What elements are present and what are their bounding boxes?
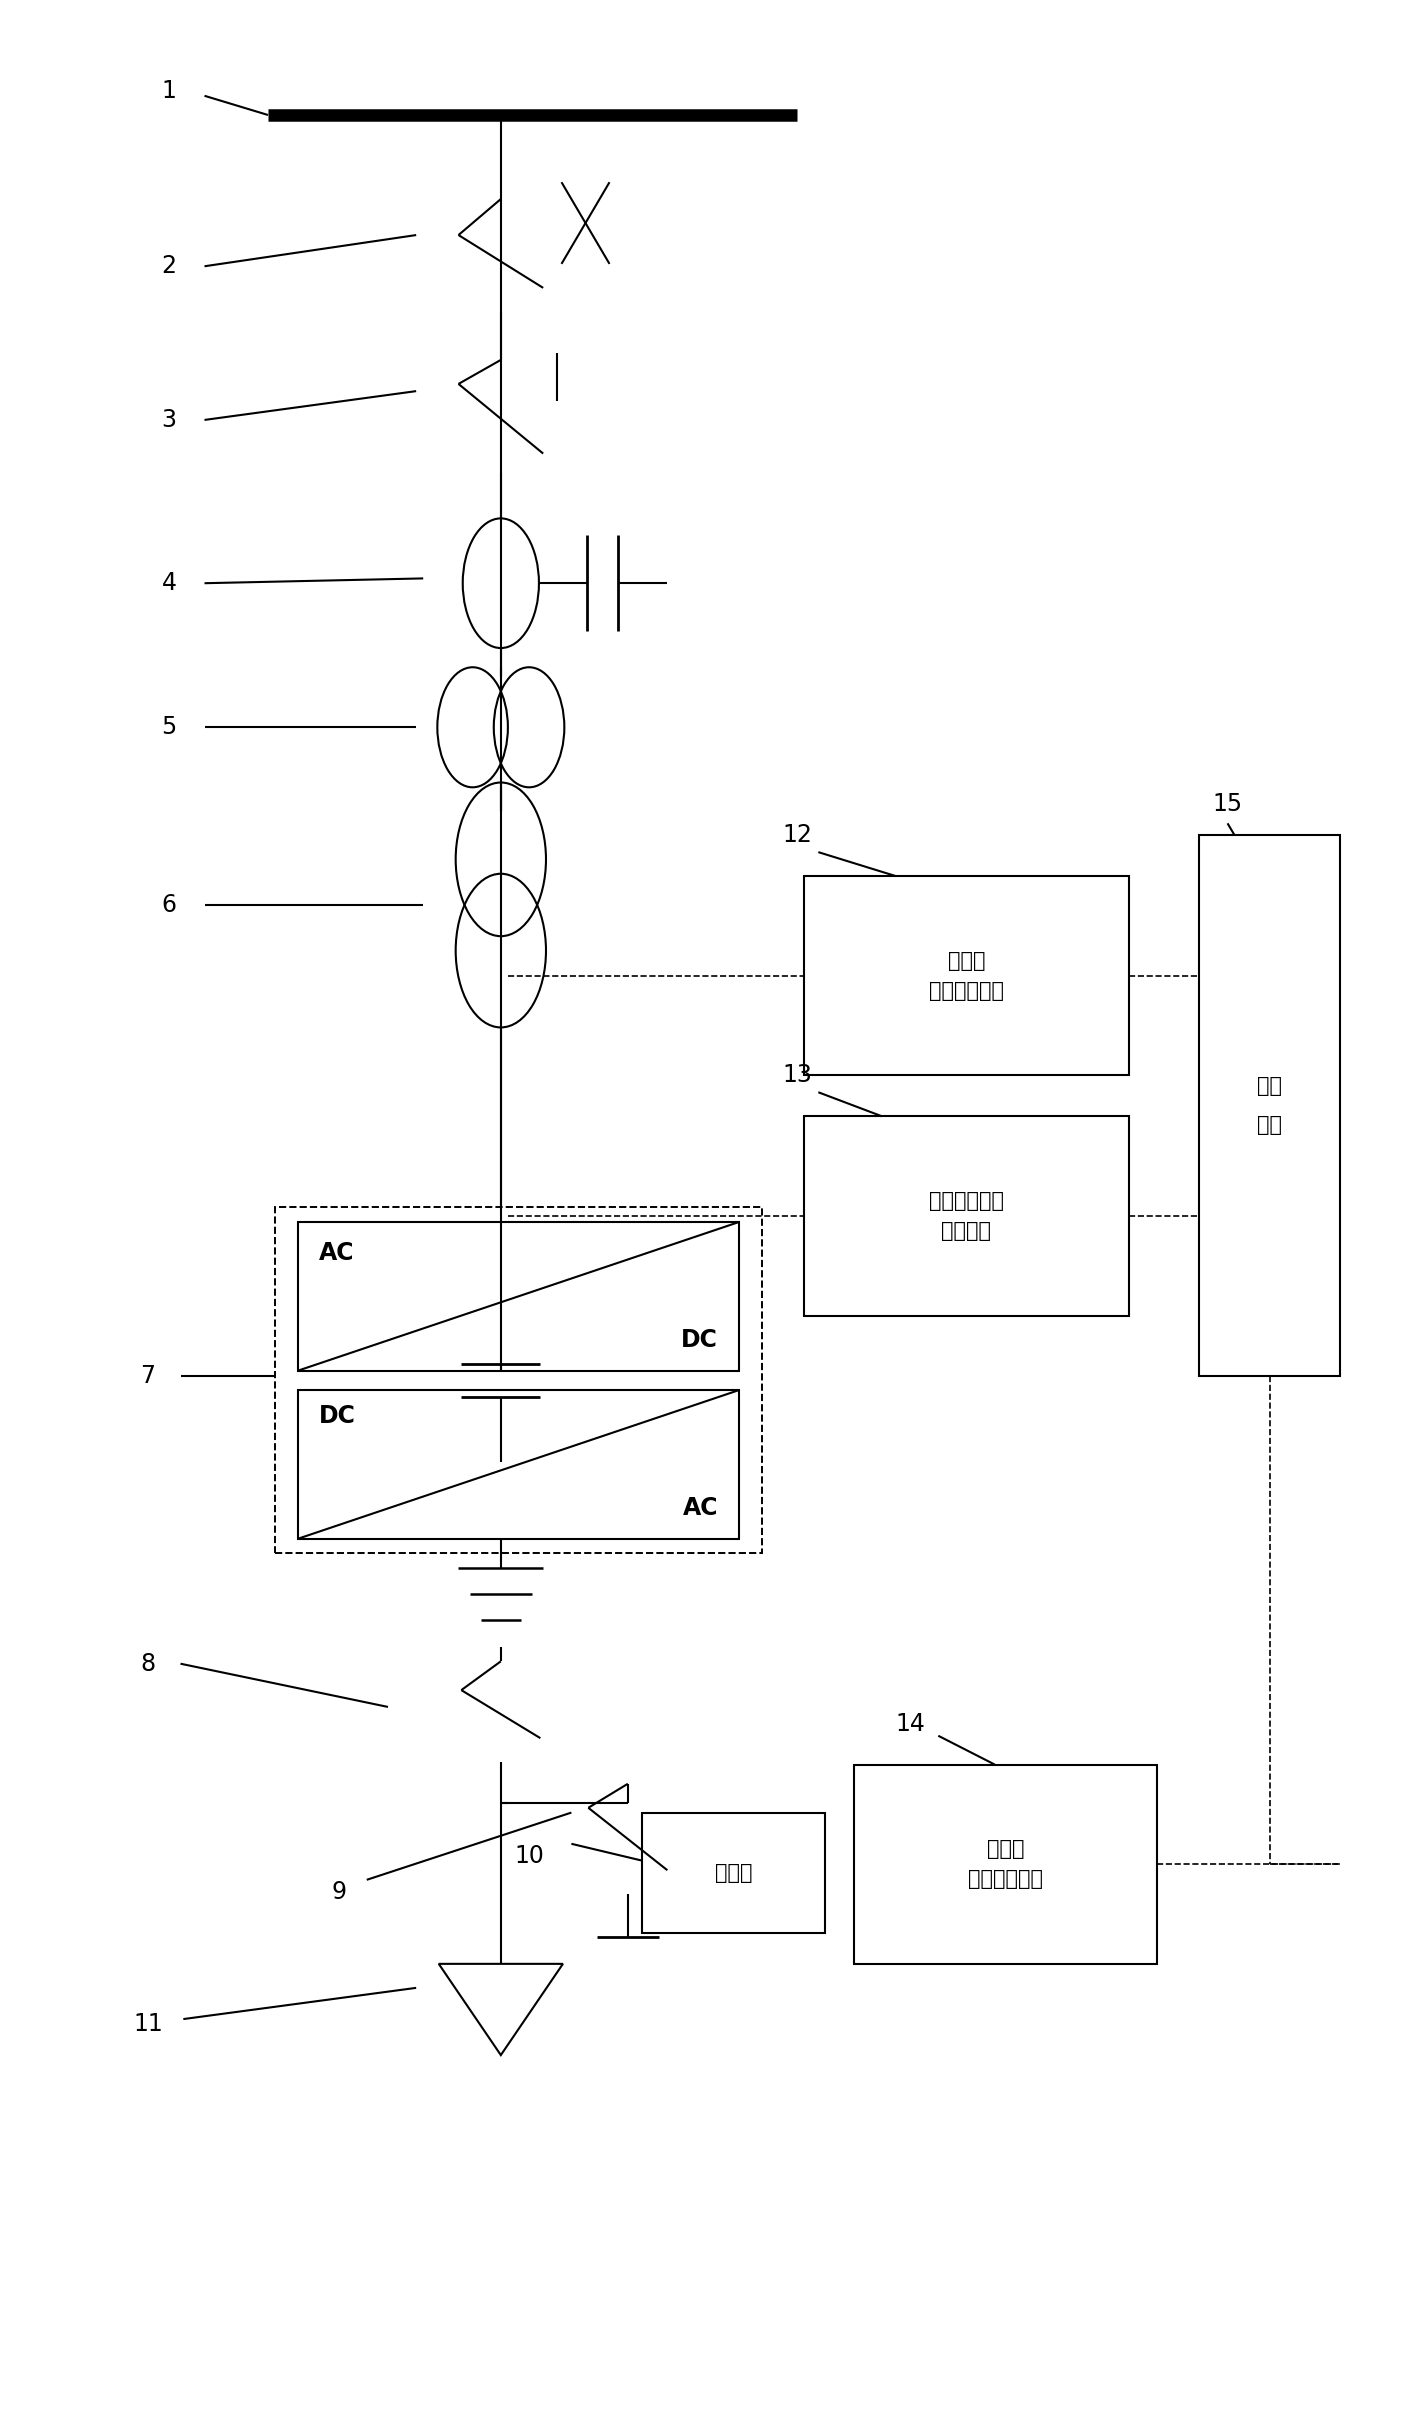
- Text: 变压器
继电保护系统: 变压器 继电保护系统: [929, 952, 1005, 1000]
- Text: 15: 15: [1213, 792, 1243, 816]
- Text: AC: AC: [319, 1241, 355, 1265]
- Text: DC: DC: [319, 1406, 356, 1427]
- Text: 6: 6: [161, 894, 177, 918]
- Text: 1: 1: [162, 80, 177, 104]
- Text: 10: 10: [514, 1843, 544, 1867]
- Text: 12: 12: [782, 824, 812, 848]
- Text: 储能器
能量管理系统: 储能器 能量管理系统: [968, 1840, 1043, 1889]
- Bar: [804, 877, 1129, 1075]
- Bar: [275, 1208, 762, 1553]
- Bar: [298, 1391, 740, 1538]
- Text: AC: AC: [683, 1495, 718, 1519]
- Text: 9: 9: [331, 1879, 346, 1903]
- Text: 14: 14: [895, 1712, 925, 1736]
- Text: 3: 3: [161, 408, 177, 432]
- Text: 8: 8: [141, 1652, 155, 1676]
- Text: 总控
系统: 总控 系统: [1257, 1075, 1282, 1135]
- Bar: [641, 1814, 825, 1932]
- Text: 4: 4: [161, 572, 177, 594]
- Text: 交直交变流器
监控系统: 交直交变流器 监控系统: [929, 1191, 1005, 1241]
- Text: 储能器: 储能器: [715, 1862, 752, 1884]
- Text: 11: 11: [133, 2012, 162, 2036]
- Text: 13: 13: [782, 1063, 812, 1087]
- Bar: [804, 1116, 1129, 1316]
- Text: 2: 2: [161, 254, 177, 278]
- Text: 7: 7: [141, 1364, 155, 1389]
- Text: DC: DC: [681, 1328, 718, 1352]
- Bar: [1200, 836, 1341, 1377]
- Text: 5: 5: [161, 715, 177, 739]
- Bar: [298, 1222, 740, 1372]
- Bar: [854, 1765, 1157, 1963]
